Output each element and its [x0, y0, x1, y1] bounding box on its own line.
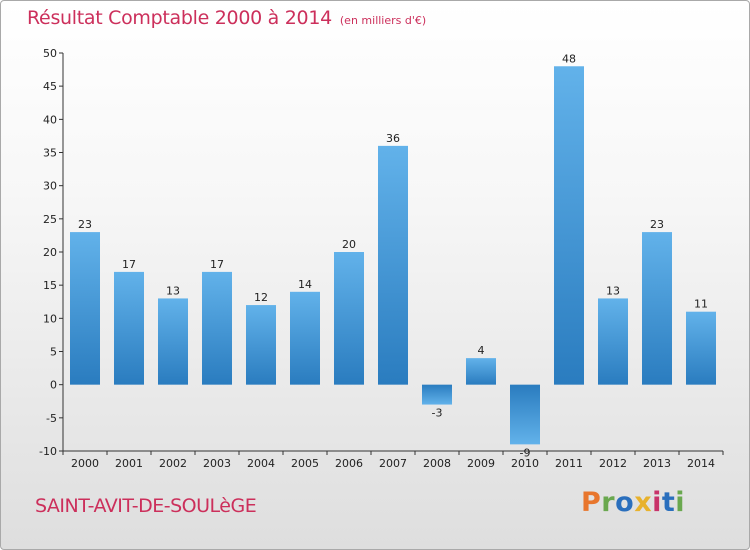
x-tick-label: 2005 — [291, 457, 319, 470]
y-tick-label: -10 — [39, 445, 57, 458]
logo-letter: r — [601, 487, 616, 518]
chart-header: Résultat Comptable 2000 à 2014 (en millie… — [27, 7, 426, 29]
value-label: 13 — [166, 284, 180, 297]
x-tick-label: 2000 — [71, 457, 99, 470]
x-tick-label: 2013 — [643, 457, 671, 470]
y-tick-label: 5 — [50, 346, 57, 359]
chart-subtitle: (en milliers d'€) — [339, 14, 427, 27]
y-tick-label: 50 — [43, 47, 57, 60]
logo-letter: t — [661, 487, 676, 518]
x-tick-label: 2008 — [423, 457, 451, 470]
value-label: 17 — [122, 258, 136, 271]
x-tick-label: 2010 — [511, 457, 539, 470]
bar-2008 — [422, 384, 452, 405]
value-label: 23 — [78, 218, 92, 231]
x-tick-label: 2001 — [115, 457, 143, 470]
bar-2000 — [70, 232, 100, 385]
logo-letter: x — [634, 487, 653, 518]
y-tick-label: 40 — [43, 113, 57, 126]
proxiti-logo: Proxiti — [581, 487, 685, 518]
bar-series — [70, 66, 716, 445]
bar-2006 — [334, 252, 364, 385]
bar-2003 — [202, 271, 232, 385]
value-labels: 23 17 13 17 12 14 20 36 -3 4 -9 48 13 23 11 — [78, 52, 708, 459]
x-tick-label: 2011 — [555, 457, 583, 470]
logo-letter: i — [652, 487, 662, 518]
y-tick-label: 10 — [43, 312, 57, 325]
value-label: 17 — [210, 258, 224, 271]
x-tick-label: 2004 — [247, 457, 275, 470]
y-tick-label: 0 — [50, 379, 57, 392]
y-tick-label: 30 — [43, 180, 57, 193]
value-label: -3 — [432, 407, 443, 420]
y-tick-label: -5 — [46, 412, 57, 425]
value-label: 23 — [650, 218, 664, 231]
value-label: 11 — [694, 298, 708, 311]
bar-2009 — [466, 358, 496, 385]
x-tick-label: 2007 — [379, 457, 407, 470]
x-tick-label: 2014 — [687, 457, 715, 470]
bar-2005 — [290, 291, 320, 385]
value-label: 20 — [342, 238, 356, 251]
bar-2010 — [510, 384, 540, 445]
y-axis: -10 -5 0 5 10 15 20 25 30 35 40 45 50 — [39, 47, 64, 458]
logo-letter: o — [615, 487, 635, 518]
value-label: 14 — [298, 278, 312, 291]
x-tick-label: 2002 — [159, 457, 187, 470]
x-tick-label: 2009 — [467, 457, 495, 470]
bar-2002 — [158, 298, 188, 385]
y-tick-label: 45 — [43, 80, 57, 93]
bar-2004 — [246, 305, 276, 385]
bar-2001 — [114, 271, 144, 385]
x-axis: 2000 2001 2002 2003 2004 2005 2006 2007 2008 2009… — [62, 450, 724, 470]
value-label: 48 — [562, 52, 576, 65]
y-tick-label: 35 — [43, 147, 57, 160]
bar-2011 — [554, 66, 584, 385]
value-label: 12 — [254, 291, 268, 304]
value-label: -9 — [520, 446, 531, 459]
value-label: 36 — [386, 132, 400, 145]
bar-2012 — [598, 298, 628, 385]
bar-2013 — [642, 232, 672, 385]
bar-2007 — [378, 145, 408, 385]
x-tick-label: 2012 — [599, 457, 627, 470]
y-tick-label: 15 — [43, 279, 57, 292]
logo-letter: i — [675, 487, 686, 518]
value-label: 13 — [606, 284, 620, 297]
value-label: 4 — [478, 344, 485, 357]
chart-title: Résultat Comptable 2000 à 2014 — [27, 7, 332, 29]
x-tick-label: 2006 — [335, 457, 363, 470]
y-tick-label: 25 — [43, 213, 57, 226]
x-tick-label: 2003 — [203, 457, 231, 470]
bar-2014 — [686, 311, 716, 385]
logo-letter: P — [581, 487, 602, 518]
y-tick-label: 20 — [43, 246, 57, 259]
commune-name: SAINT-AVIT-DE-SOULèGE — [35, 495, 257, 517]
